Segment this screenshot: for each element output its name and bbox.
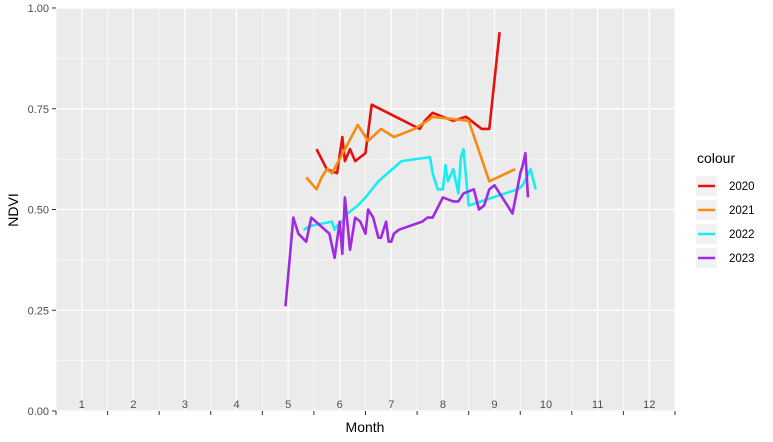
x-tick-label: 5 <box>285 399 291 411</box>
series-line-2021 <box>305 115 516 191</box>
x-tick-label: 12 <box>643 399 655 411</box>
legend-item-2020: 2020 <box>696 176 755 196</box>
y-axis-ticks: 0.00 0.25 0.50 0.75 1.00 <box>28 3 56 418</box>
x-tick-label: 10 <box>540 399 552 411</box>
legend-item-2021: 2021 <box>696 200 755 220</box>
x-tick-label: 1 <box>79 399 85 411</box>
x-tick-label: 7 <box>388 399 394 411</box>
legend-label: 2020 <box>729 181 755 193</box>
y-axis-title: NDVI <box>5 193 21 226</box>
y-tick-label: 0.50 <box>28 205 49 217</box>
x-tick-label: 2 <box>130 399 136 411</box>
x-tick-label: 6 <box>337 399 343 411</box>
legend-item-2022: 2022 <box>696 224 755 244</box>
legend-title: colour <box>697 150 735 166</box>
y-tick-label: 0.75 <box>28 104 49 116</box>
series-line-2023 <box>284 151 530 307</box>
legend-items: 2020 2021 2022 2023 <box>696 176 755 268</box>
y-tick-label: 1.00 <box>28 3 49 15</box>
x-tick-label: 9 <box>491 399 497 411</box>
series-lines <box>284 32 537 307</box>
legend-label: 2021 <box>729 205 755 217</box>
x-axis-title: Month <box>346 419 385 435</box>
y-tick-label: 0.00 <box>28 406 49 418</box>
series-line-2020 <box>315 32 501 175</box>
legend: colour 2020 2021 2022 2023 <box>696 150 755 268</box>
x-tick-label: 3 <box>182 399 188 411</box>
x-axis-ticks: 1 2 3 4 5 6 7 8 9 10 11 12 <box>55 399 676 415</box>
legend-label: 2022 <box>729 229 755 241</box>
legend-label: 2023 <box>729 253 755 265</box>
legend-item-2023: 2023 <box>696 248 755 268</box>
y-tick-label: 0.25 <box>28 305 49 317</box>
x-tick-label: 8 <box>440 399 446 411</box>
x-tick-label: 4 <box>233 399 239 411</box>
x-tick-label: 11 <box>592 399 603 411</box>
